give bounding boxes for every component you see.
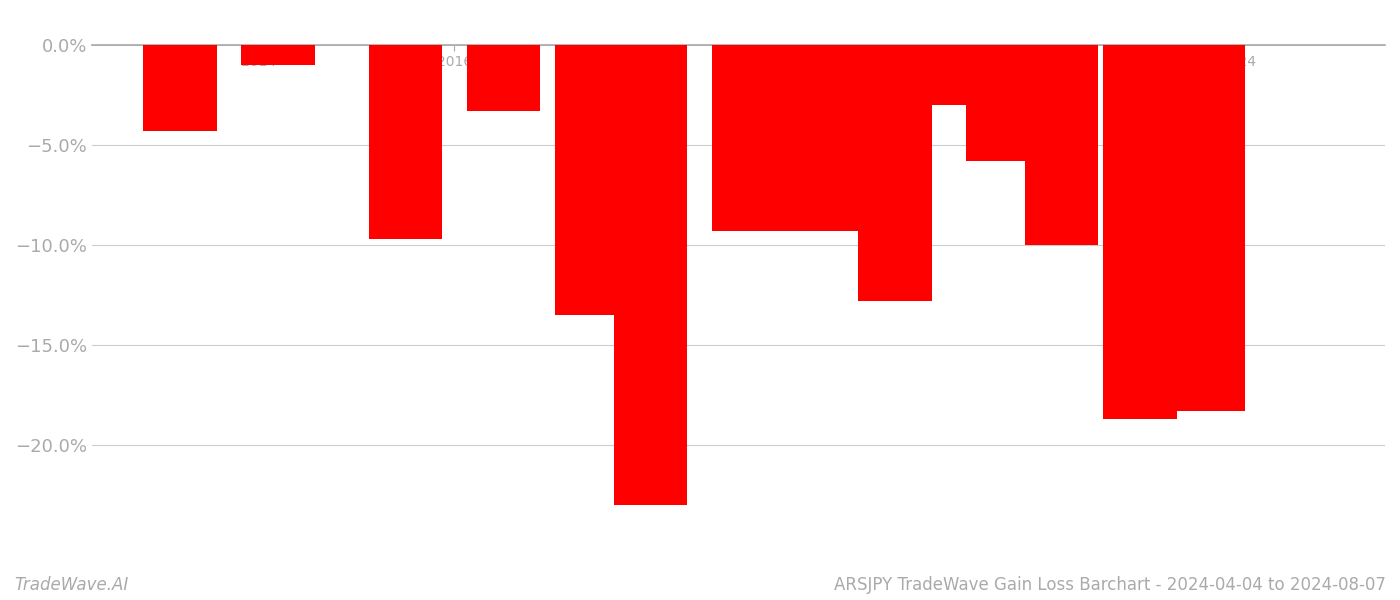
Text: ARSJPY TradeWave Gain Loss Barchart - 2024-04-04 to 2024-08-07: ARSJPY TradeWave Gain Loss Barchart - 20… (834, 576, 1386, 594)
Bar (613, 45, 687, 505)
Bar (554, 45, 629, 315)
Bar (368, 45, 442, 239)
Bar (241, 45, 315, 65)
Bar (858, 45, 932, 301)
Bar (907, 45, 981, 105)
Bar (785, 45, 858, 231)
Bar (1103, 45, 1177, 419)
Bar (1172, 45, 1246, 411)
Bar (466, 45, 540, 111)
Bar (711, 45, 785, 231)
Text: TradeWave.AI: TradeWave.AI (14, 576, 129, 594)
Bar (1025, 45, 1099, 245)
Bar (143, 45, 217, 131)
Bar (966, 45, 1040, 161)
